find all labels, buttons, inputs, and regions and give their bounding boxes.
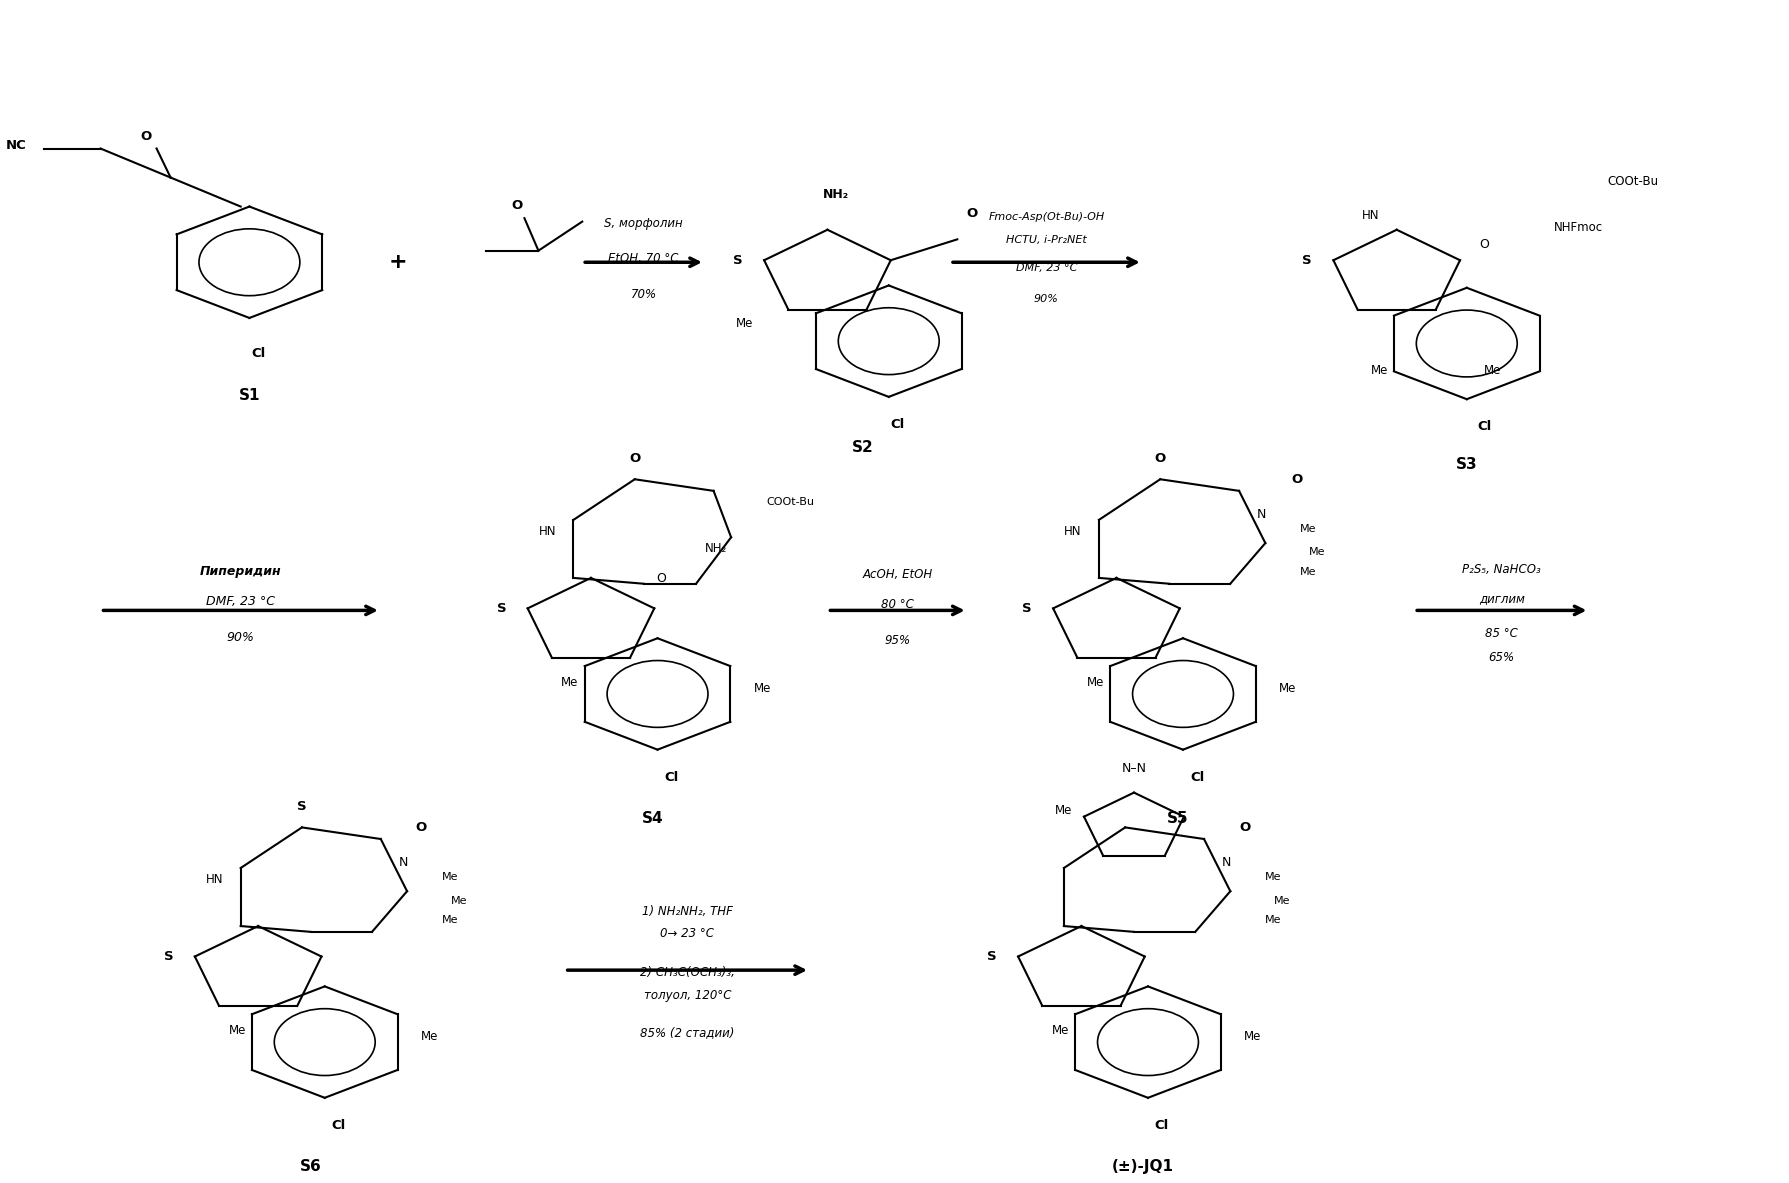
Text: Me: Me <box>1245 1029 1261 1042</box>
Text: HN: HN <box>206 873 224 886</box>
Text: (±)-JQ1: (±)-JQ1 <box>1111 1159 1174 1175</box>
Text: N: N <box>1222 855 1231 868</box>
Text: NC: NC <box>5 138 27 151</box>
Text: Me: Me <box>1056 803 1073 816</box>
Text: COOt-Bu: COOt-Bu <box>766 498 814 508</box>
Text: Me: Me <box>1301 524 1317 535</box>
Text: O: O <box>1240 821 1251 834</box>
Text: 85% (2 стадии): 85% (2 стадии) <box>640 1026 735 1039</box>
Text: O: O <box>657 573 666 586</box>
Text: Me: Me <box>442 916 458 925</box>
Text: O: O <box>630 452 640 465</box>
Text: Me: Me <box>420 1029 438 1042</box>
Text: N: N <box>399 855 408 868</box>
Text: NH₂: NH₂ <box>823 188 850 201</box>
Text: S1: S1 <box>238 388 259 402</box>
Text: 90%: 90% <box>1034 293 1059 304</box>
Text: Cl: Cl <box>331 1119 345 1132</box>
Text: Me: Me <box>1274 896 1290 905</box>
Text: NH₂: NH₂ <box>705 542 726 555</box>
Text: DMF, 23 °C: DMF, 23 °C <box>1016 263 1077 273</box>
Text: Me: Me <box>442 872 458 883</box>
Text: Me: Me <box>451 896 467 905</box>
Text: COOt-Bu: COOt-Bu <box>1607 175 1658 188</box>
Text: +: + <box>388 252 408 272</box>
Text: S, морфолин: S, морфолин <box>605 216 683 230</box>
Text: Cl: Cl <box>1478 420 1492 433</box>
Text: Me: Me <box>562 675 578 689</box>
Text: O: O <box>966 207 977 220</box>
Text: O: O <box>1292 473 1302 486</box>
Text: S: S <box>497 602 506 615</box>
Text: Fmoc-Asp(Ot-Bu)-OH: Fmoc-Asp(Ot-Bu)-OH <box>988 212 1104 221</box>
Text: 95%: 95% <box>884 634 911 647</box>
Text: O: O <box>141 130 152 143</box>
Text: Me: Me <box>1310 548 1326 557</box>
Text: Me: Me <box>1265 916 1283 925</box>
Text: S5: S5 <box>1166 812 1188 826</box>
Text: S: S <box>1302 253 1311 266</box>
Text: 85 °C: 85 °C <box>1485 627 1519 640</box>
Text: O: O <box>1480 238 1488 251</box>
Text: O: O <box>415 821 428 834</box>
Text: Cl: Cl <box>664 770 678 783</box>
Text: 2) CH₃C(OCH₃)₃,: 2) CH₃C(OCH₃)₃, <box>640 967 735 980</box>
Text: HN: HN <box>538 525 556 538</box>
Text: HN: HN <box>1064 525 1081 538</box>
Text: Cl: Cl <box>1156 1119 1170 1132</box>
Text: Cl: Cl <box>891 418 905 431</box>
Text: Me: Me <box>735 317 753 330</box>
Text: AcOH, EtOH: AcOH, EtOH <box>862 568 932 581</box>
Text: S: S <box>988 950 996 963</box>
Text: Cl: Cl <box>250 347 265 360</box>
Text: S3: S3 <box>1456 457 1478 472</box>
Text: S2: S2 <box>852 440 873 454</box>
Text: Me: Me <box>1086 675 1104 689</box>
Text: Me: Me <box>1301 567 1317 577</box>
Text: S: S <box>1022 602 1032 615</box>
Text: Пиперидин: Пиперидин <box>200 565 281 578</box>
Text: 0→ 23 °C: 0→ 23 °C <box>660 927 714 940</box>
Text: NHFmoc: NHFmoc <box>1555 221 1603 234</box>
Text: O: O <box>1154 452 1166 465</box>
Text: Me: Me <box>1485 364 1501 377</box>
Text: HN: HN <box>1361 209 1379 222</box>
Text: Me: Me <box>1370 364 1388 377</box>
Text: Me: Me <box>1052 1024 1070 1037</box>
Text: N: N <box>1258 508 1267 521</box>
Text: 90%: 90% <box>227 632 254 645</box>
Text: 1) NH₂NH₂, THF: 1) NH₂NH₂, THF <box>642 905 733 918</box>
Text: Me: Me <box>1279 681 1297 694</box>
Text: EtOH, 70 °C: EtOH, 70 °C <box>608 252 678 265</box>
Text: диглим: диглим <box>1480 593 1524 606</box>
Text: S6: S6 <box>301 1159 322 1175</box>
Text: S: S <box>165 950 174 963</box>
Text: N–N: N–N <box>1122 762 1147 775</box>
Text: Me: Me <box>229 1024 245 1037</box>
Text: O: O <box>512 200 522 213</box>
Text: 65%: 65% <box>1488 651 1515 664</box>
Text: S: S <box>297 801 306 814</box>
Text: толуол, 120°C: толуол, 120°C <box>644 989 732 1002</box>
Text: 80 °C: 80 °C <box>880 599 914 612</box>
Text: HCTU, i-Pr₂NEt: HCTU, i-Pr₂NEt <box>1005 235 1086 245</box>
Text: 70%: 70% <box>630 287 657 300</box>
Text: Me: Me <box>1265 872 1283 883</box>
Text: S4: S4 <box>642 812 664 826</box>
Text: Cl: Cl <box>1190 770 1204 783</box>
Text: P₂S₅, NaHCO₃: P₂S₅, NaHCO₃ <box>1462 563 1540 576</box>
Text: S: S <box>733 253 742 266</box>
Text: Me: Me <box>753 681 771 694</box>
Text: DMF, 23 °C: DMF, 23 °C <box>206 595 276 608</box>
